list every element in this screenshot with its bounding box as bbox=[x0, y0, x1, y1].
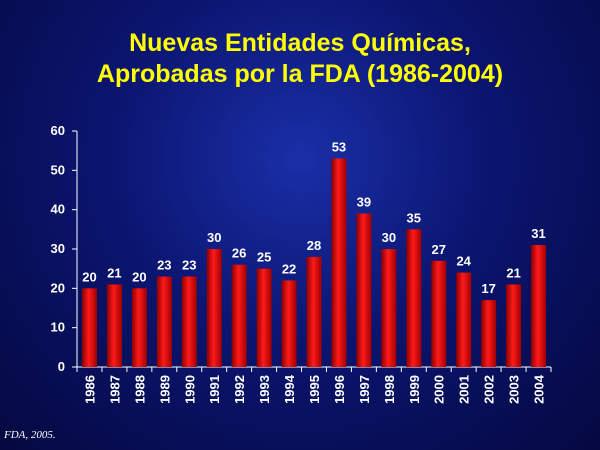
x-tick-label-1993: 1993 bbox=[257, 375, 272, 404]
chart-title-line-1: Nuevas Entidades Químicas, bbox=[129, 29, 471, 57]
x-tick-label-1987: 1987 bbox=[107, 375, 122, 404]
data-label-1987: 21 bbox=[107, 265, 121, 280]
x-tick-label-2004: 2004 bbox=[532, 374, 547, 404]
bar-1994 bbox=[281, 280, 297, 367]
chart-title: Nuevas Entidades Químicas, Aprobadas por… bbox=[0, 28, 600, 90]
data-label-1997: 39 bbox=[357, 195, 371, 210]
x-tick-label-1989: 1989 bbox=[157, 375, 172, 404]
bar-1987 bbox=[106, 284, 122, 367]
bar-1990 bbox=[181, 276, 197, 367]
bar-2000 bbox=[431, 260, 447, 367]
data-label-1986: 20 bbox=[82, 269, 96, 284]
y-tick-label: 40 bbox=[51, 202, 65, 217]
y-tick-label: 20 bbox=[51, 280, 65, 295]
x-tick-label-1998: 1998 bbox=[382, 375, 397, 404]
bar-2004 bbox=[531, 245, 547, 367]
x-tick-label-1997: 1997 bbox=[357, 375, 372, 404]
data-label-1999: 35 bbox=[407, 210, 421, 225]
data-label-1994: 22 bbox=[282, 261, 296, 276]
x-tick-label-2002: 2002 bbox=[482, 375, 497, 404]
bar-1992 bbox=[231, 264, 247, 367]
x-tick-label-2001: 2001 bbox=[457, 375, 472, 404]
x-tick-label-1986: 1986 bbox=[82, 375, 97, 404]
data-label-2000: 27 bbox=[432, 242, 446, 257]
y-tick-label: 0 bbox=[58, 359, 65, 374]
y-tick-label: 10 bbox=[51, 320, 65, 335]
bar-1988 bbox=[131, 288, 147, 367]
source-note: FDA, 2005. bbox=[4, 429, 56, 441]
x-tick-label-1988: 1988 bbox=[132, 375, 147, 404]
x-tick-label-2000: 2000 bbox=[432, 375, 447, 404]
x-tick-label-1994: 1994 bbox=[282, 374, 297, 404]
data-label-1995: 28 bbox=[307, 238, 321, 253]
bar-2001 bbox=[456, 272, 472, 367]
data-label-1993: 25 bbox=[257, 250, 271, 265]
bar-2002 bbox=[481, 300, 497, 367]
bar-1997 bbox=[356, 213, 372, 367]
x-tick-label-1991: 1991 bbox=[207, 375, 222, 404]
data-label-1992: 26 bbox=[232, 246, 246, 261]
bar-1993 bbox=[256, 268, 272, 367]
x-tick-label-1990: 1990 bbox=[182, 375, 197, 404]
bar-1991 bbox=[206, 249, 222, 367]
data-label-2003: 21 bbox=[506, 265, 520, 280]
bar-1996 bbox=[331, 158, 347, 367]
x-tick-label-1992: 1992 bbox=[232, 375, 247, 404]
data-label-1998: 30 bbox=[382, 230, 396, 245]
data-label-1988: 20 bbox=[132, 269, 146, 284]
x-tick-label-1995: 1995 bbox=[307, 375, 322, 404]
y-tick-label: 50 bbox=[51, 162, 65, 177]
data-label-1989: 23 bbox=[157, 258, 171, 273]
bar-2003 bbox=[506, 284, 522, 367]
data-label-2004: 31 bbox=[531, 226, 545, 241]
data-label-1990: 23 bbox=[182, 258, 196, 273]
x-tick-label-2003: 2003 bbox=[507, 375, 522, 404]
chart-title-line-2: Aprobadas por la FDA (1986-2004) bbox=[96, 60, 504, 88]
x-tick-label-1999: 1999 bbox=[407, 375, 422, 404]
bar-1995 bbox=[306, 256, 322, 367]
data-label-1996: 53 bbox=[332, 140, 346, 155]
data-label-2001: 24 bbox=[456, 254, 471, 269]
x-tick-label-1996: 1996 bbox=[332, 375, 347, 404]
bar-1989 bbox=[156, 276, 172, 367]
data-label-2002: 17 bbox=[481, 281, 495, 296]
bar-1986 bbox=[81, 288, 97, 367]
bar-1999 bbox=[406, 229, 422, 367]
bar-1998 bbox=[381, 249, 397, 367]
y-tick-label: 30 bbox=[51, 241, 65, 256]
y-tick-label: 60 bbox=[51, 123, 65, 138]
data-label-1991: 30 bbox=[207, 230, 221, 245]
